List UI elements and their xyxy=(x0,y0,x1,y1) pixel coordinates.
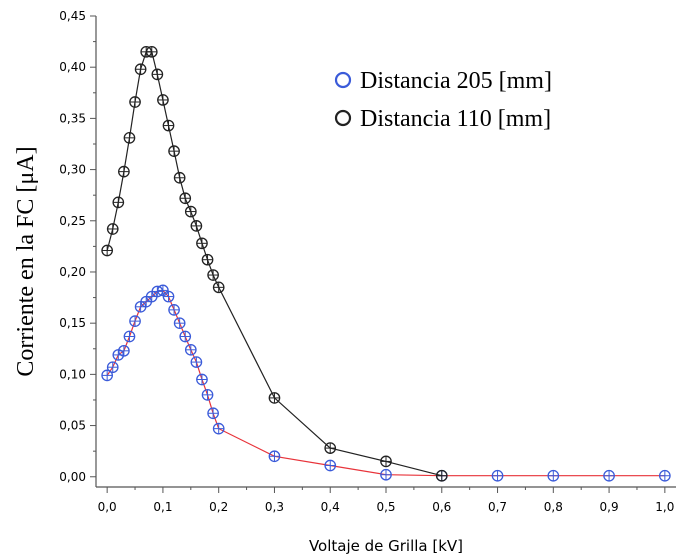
data-point xyxy=(207,269,219,281)
y-tick-label: 0,35 xyxy=(59,111,86,125)
x-tick-label: 0,9 xyxy=(600,500,619,514)
series-layer xyxy=(101,45,671,482)
data-point xyxy=(101,369,114,382)
data-point xyxy=(145,45,158,58)
series-1 xyxy=(101,284,671,482)
y-ticks: 0,00 0,05 0,10 0,15 0,20 0,25 0,30 0,35 0,40 0,45 xyxy=(59,9,96,484)
data-point xyxy=(118,344,130,357)
x-tick-label: 0,4 xyxy=(321,500,340,514)
y-tick-label: 0,45 xyxy=(59,9,86,23)
data-point xyxy=(173,317,186,330)
x-tick-label: 1,0 xyxy=(655,500,674,514)
data-point xyxy=(268,450,281,463)
data-point xyxy=(179,192,192,205)
data-point xyxy=(162,290,175,303)
data-point xyxy=(106,361,119,374)
series-line xyxy=(106,289,665,477)
x-tick-label: 0,8 xyxy=(544,500,563,514)
x-tick-label: 0,2 xyxy=(209,500,228,514)
data-point xyxy=(123,330,136,343)
x-axis-label: Voltaje de Grilla [kV] xyxy=(309,537,463,555)
series-2 xyxy=(101,45,448,482)
y-tick-label: 0,00 xyxy=(59,470,86,484)
data-point xyxy=(380,468,392,481)
data-point xyxy=(196,373,208,386)
data-point xyxy=(179,330,192,343)
y-tick-label: 0,40 xyxy=(59,60,86,74)
data-point xyxy=(151,68,164,81)
data-point xyxy=(207,407,219,420)
data-point xyxy=(168,145,180,158)
legend-label: Distancia 205 [mm] xyxy=(360,68,552,94)
y-tick-label: 0,30 xyxy=(59,163,86,177)
data-point xyxy=(129,96,141,108)
data-point xyxy=(201,388,214,401)
y-tick-label: 0,10 xyxy=(59,367,86,381)
data-point xyxy=(268,392,281,404)
data-point xyxy=(212,422,225,435)
legend: Distancia 205 [mm] Distancia 110 [mm] xyxy=(334,68,552,132)
data-point xyxy=(491,469,504,482)
x-tick-label: 0,7 xyxy=(488,500,507,514)
y-tick-label: 0,25 xyxy=(59,214,86,228)
data-point xyxy=(129,315,141,327)
data-point xyxy=(190,220,203,232)
data-point xyxy=(101,244,114,257)
data-point xyxy=(168,304,180,316)
data-point xyxy=(196,237,208,250)
data-point xyxy=(658,469,671,482)
x-tick-label: 0,1 xyxy=(153,500,172,514)
x-tick-label: 0,5 xyxy=(376,500,395,514)
data-point xyxy=(123,131,136,144)
data-point xyxy=(201,253,214,266)
data-point xyxy=(184,205,197,218)
data-point xyxy=(435,469,448,482)
data-point xyxy=(190,356,203,368)
x-ticks: 0,0 0,1 0,2 0,3 0,4 0,5 0,6 0,7 0,8 0,9 1,0 xyxy=(98,487,674,514)
data-point xyxy=(547,469,560,482)
data-point xyxy=(162,119,175,132)
data-point xyxy=(212,281,225,294)
legend-label: Distancia 110 [mm] xyxy=(360,106,551,132)
y-tick-label: 0,20 xyxy=(59,265,86,279)
data-point xyxy=(184,343,197,356)
legend-marker xyxy=(334,71,352,89)
data-point xyxy=(106,223,119,235)
y-tick-label: 0,05 xyxy=(59,419,86,433)
y-axis-label: Corriente en la FC [μA] xyxy=(13,146,39,376)
y-tick-label: 0,15 xyxy=(59,316,86,330)
data-point xyxy=(380,455,392,468)
data-point xyxy=(173,171,186,184)
data-point xyxy=(157,94,169,106)
data-point xyxy=(157,284,169,297)
x-tick-label: 0,3 xyxy=(265,500,284,514)
data-point xyxy=(118,165,130,178)
x-tick-label: 0,0 xyxy=(98,500,117,514)
data-point xyxy=(603,469,615,482)
data-point xyxy=(112,196,125,209)
data-point xyxy=(134,63,147,76)
legend-marker xyxy=(334,109,352,127)
data-point xyxy=(324,459,337,472)
data-point xyxy=(324,442,337,454)
x-tick-label: 0,6 xyxy=(432,500,451,514)
